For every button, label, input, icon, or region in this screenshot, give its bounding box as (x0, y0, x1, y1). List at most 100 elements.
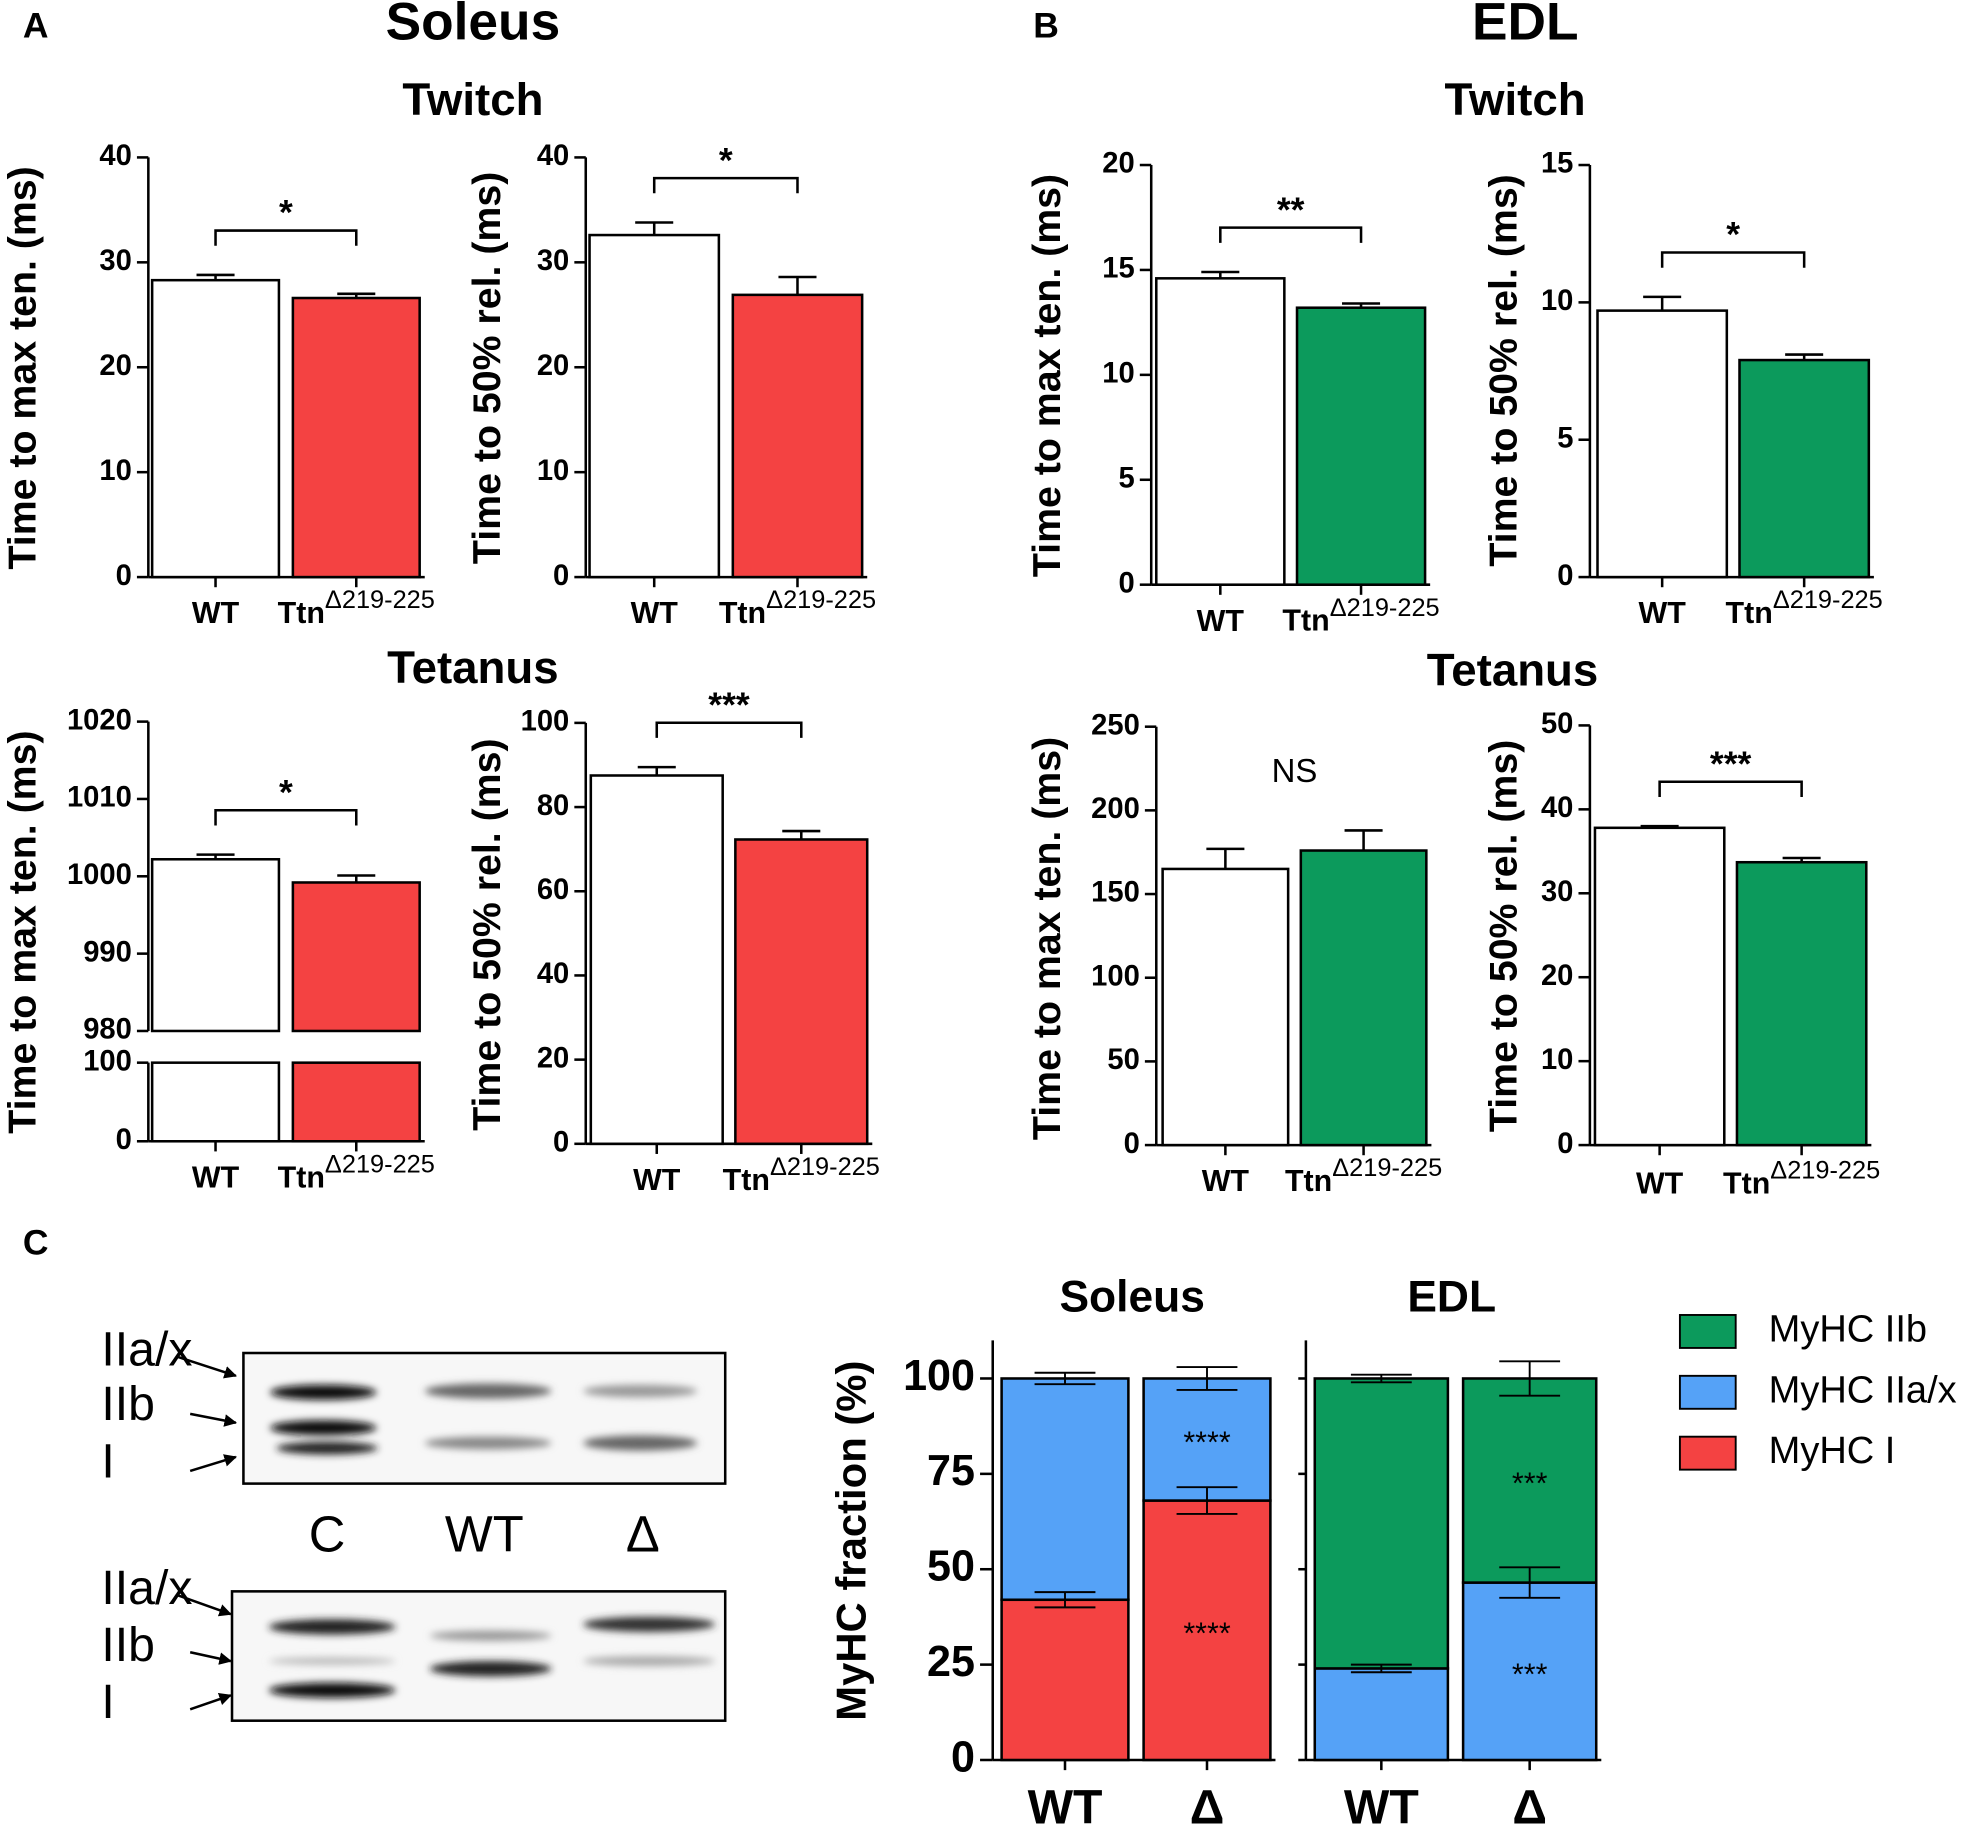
error-bar (337, 874, 376, 883)
error-bar (635, 221, 674, 236)
x-tick-label: WT (192, 1160, 240, 1194)
significance-label: *** (1710, 744, 1752, 784)
error-bar (196, 853, 235, 860)
bar (1295, 306, 1427, 586)
y-tick-label: 100 (521, 706, 570, 738)
x-tick-label: WT (631, 596, 679, 630)
error-bar (782, 829, 821, 840)
y-axis-label: Time to 50% rel. (ms) (1482, 174, 1526, 566)
significance-label: * (1726, 215, 1740, 255)
x-tick-label: Δ (1512, 1780, 1547, 1834)
x-tick-label: WT (1636, 1167, 1684, 1201)
x-tick-label: TtnΔ219-225 (723, 1153, 880, 1197)
section-title: Tetanus (1427, 645, 1599, 696)
significance-bracket (1219, 226, 1363, 243)
legend-swatch (1678, 1314, 1737, 1349)
bar (1161, 867, 1290, 1147)
y-axis-label: Time to max ten. (ms) (1, 166, 45, 569)
y-tick-label: 0 (1557, 560, 1573, 592)
section-title: Twitch (1445, 74, 1586, 125)
y-tick-label: 50 (927, 1543, 975, 1591)
y-tick-label: 15 (1102, 253, 1134, 285)
bar (1738, 358, 1871, 579)
band-label: IIb (101, 1618, 155, 1672)
y-tick-label: 990 (83, 936, 132, 968)
bar-segment (1461, 1377, 1598, 1584)
error-bar (1206, 847, 1245, 869)
y-tick-label: 100 (903, 1352, 975, 1400)
y-tick-label: 20 (537, 1042, 569, 1074)
x-tick-label: WT (1197, 604, 1245, 638)
bar-segment (1313, 1377, 1450, 1670)
error-bar (1034, 1371, 1096, 1386)
error-bar (637, 765, 676, 776)
y-tick-label: 50 (1107, 1044, 1139, 1076)
y-tick-label: 5 (1557, 422, 1573, 454)
error-bar (196, 273, 235, 281)
bar (1735, 860, 1868, 1147)
bar-segment (1000, 1377, 1130, 1602)
bar (291, 881, 421, 1033)
error-bar (1643, 295, 1682, 311)
lane-label: C (309, 1506, 346, 1563)
y-tick-label: 75 (927, 1447, 975, 1495)
y-tick-label: 0 (116, 560, 132, 592)
y-tick-label: 15 (1541, 148, 1573, 180)
bar (1299, 849, 1428, 1147)
significance-label: **** (1183, 1616, 1230, 1650)
y-axis-label: MyHC fraction (%) (828, 1361, 875, 1721)
significance-label: *** (1512, 1657, 1548, 1691)
y-tick-label: 200 (1091, 793, 1140, 825)
band-label: I (101, 1434, 114, 1488)
error-bar (1176, 1486, 1238, 1515)
y-tick-label: 100 (83, 1045, 132, 1077)
legend-swatch (1678, 1435, 1737, 1471)
y-tick-label: 60 (537, 874, 569, 906)
x-tick-label: WT (1202, 1164, 1250, 1198)
bar (589, 774, 724, 1146)
y-tick-label: 40 (537, 140, 569, 172)
error-bar (1342, 302, 1381, 308)
y-tick-label: 1010 (67, 782, 132, 814)
significance-label: **** (1183, 1426, 1230, 1460)
y-tick-label: 100 (1091, 960, 1140, 992)
y-axis-label: Time to 50% rel. (ms) (1482, 740, 1526, 1132)
y-tick-label: 0 (1119, 567, 1135, 599)
error-bar (1499, 1566, 1561, 1599)
bar (291, 296, 421, 579)
error-bar (1350, 1373, 1412, 1384)
significance-label: *** (1512, 1467, 1548, 1501)
y-tick-label: 0 (116, 1124, 132, 1156)
bar (1593, 826, 1726, 1147)
gel (230, 1590, 727, 1722)
y-tick-label: 5 (1119, 462, 1135, 494)
band-label: IIa/x (101, 1561, 192, 1615)
y-tick-label: 30 (537, 245, 569, 277)
significance-label: * (279, 193, 293, 233)
y-tick-label: 20 (537, 350, 569, 382)
y-axis-label: Time to max ten. (ms) (1025, 737, 1069, 1140)
y-tick-label: 80 (537, 790, 569, 822)
significance-bracket (1658, 780, 1803, 797)
gel (242, 1351, 727, 1485)
y-tick-label: 40 (99, 140, 131, 172)
section-title: Tetanus (387, 642, 559, 693)
error-bar (1344, 829, 1383, 851)
panel-label: A (23, 5, 49, 45)
x-tick-label: TtnΔ219-225 (1723, 1156, 1880, 1200)
y-tick-label: 50 (1541, 708, 1573, 740)
error-bar (1499, 1360, 1561, 1397)
x-tick-label: TtnΔ219-225 (278, 586, 435, 630)
y-tick-label: 0 (553, 560, 569, 592)
y-tick-label: 10 (1102, 358, 1134, 390)
bar-segment (1313, 1667, 1450, 1762)
x-tick-label: TtnΔ219-225 (719, 586, 876, 630)
x-tick-label: TtnΔ219-225 (1282, 593, 1439, 637)
significance-label: * (279, 772, 293, 812)
chart-title: Soleus (1059, 1272, 1204, 1321)
significance-bracket (214, 808, 358, 826)
y-tick-label: 150 (1091, 877, 1140, 909)
y-axis-label: Time to 50% rel. (ms) (465, 172, 509, 564)
error-bar (1034, 1591, 1096, 1609)
